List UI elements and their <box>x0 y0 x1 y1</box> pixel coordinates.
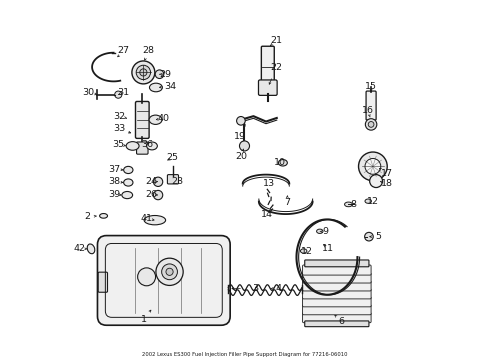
Text: 12: 12 <box>366 197 378 206</box>
Ellipse shape <box>126 141 139 150</box>
FancyBboxPatch shape <box>261 46 274 84</box>
Circle shape <box>153 190 163 200</box>
FancyBboxPatch shape <box>98 272 107 292</box>
Ellipse shape <box>100 213 107 218</box>
Ellipse shape <box>122 192 132 199</box>
Text: 13: 13 <box>262 179 274 188</box>
Circle shape <box>165 268 173 275</box>
FancyBboxPatch shape <box>136 142 148 154</box>
Text: 16: 16 <box>361 105 373 114</box>
Circle shape <box>140 69 147 76</box>
Ellipse shape <box>300 249 306 253</box>
Text: 6: 6 <box>338 317 344 326</box>
Text: 4: 4 <box>275 284 281 293</box>
Ellipse shape <box>316 229 323 233</box>
FancyBboxPatch shape <box>302 265 370 275</box>
Text: 24: 24 <box>145 176 157 185</box>
FancyBboxPatch shape <box>258 80 277 95</box>
Circle shape <box>132 61 155 84</box>
FancyBboxPatch shape <box>302 312 370 323</box>
Text: 23: 23 <box>171 176 183 185</box>
Text: 11: 11 <box>322 244 333 253</box>
FancyBboxPatch shape <box>304 260 368 267</box>
Text: 26: 26 <box>145 190 157 199</box>
Text: 33: 33 <box>113 124 125 133</box>
Circle shape <box>239 141 249 151</box>
Ellipse shape <box>87 244 95 254</box>
Circle shape <box>137 268 155 286</box>
FancyBboxPatch shape <box>302 297 370 307</box>
Circle shape <box>136 65 150 80</box>
Text: 19: 19 <box>234 132 245 141</box>
Text: 22: 22 <box>270 63 282 72</box>
Text: 35: 35 <box>112 140 124 149</box>
Text: 25: 25 <box>166 153 179 162</box>
Text: 10: 10 <box>273 158 285 167</box>
Text: 9: 9 <box>322 228 327 237</box>
Text: 37: 37 <box>108 165 120 174</box>
Ellipse shape <box>123 166 133 174</box>
Circle shape <box>236 117 244 125</box>
Text: 2: 2 <box>84 212 91 221</box>
Text: 34: 34 <box>164 82 176 91</box>
FancyBboxPatch shape <box>302 281 370 291</box>
FancyBboxPatch shape <box>302 305 370 315</box>
Text: 3: 3 <box>252 284 258 293</box>
Circle shape <box>153 177 163 186</box>
Circle shape <box>369 175 382 188</box>
FancyBboxPatch shape <box>135 102 149 138</box>
Text: 31: 31 <box>117 87 129 96</box>
Text: 42: 42 <box>73 244 85 253</box>
Text: 30: 30 <box>81 87 94 96</box>
FancyBboxPatch shape <box>97 235 230 325</box>
Circle shape <box>115 91 122 98</box>
Circle shape <box>365 119 376 130</box>
Circle shape <box>162 264 177 280</box>
Circle shape <box>364 158 380 174</box>
Ellipse shape <box>144 216 165 225</box>
Circle shape <box>155 70 163 78</box>
Ellipse shape <box>278 159 287 166</box>
Circle shape <box>358 152 386 181</box>
Text: 7: 7 <box>283 198 289 207</box>
Text: 29: 29 <box>159 70 170 79</box>
Text: 17: 17 <box>381 169 392 178</box>
Circle shape <box>156 258 183 285</box>
Text: 40: 40 <box>157 114 169 123</box>
Ellipse shape <box>123 179 133 186</box>
Ellipse shape <box>146 142 157 150</box>
Text: 39: 39 <box>108 190 120 199</box>
Text: 1: 1 <box>141 315 147 324</box>
Text: 28: 28 <box>142 46 154 55</box>
FancyBboxPatch shape <box>304 321 368 327</box>
FancyBboxPatch shape <box>366 91 375 120</box>
Text: 21: 21 <box>270 36 282 45</box>
Ellipse shape <box>344 202 352 207</box>
FancyBboxPatch shape <box>302 289 370 299</box>
Text: 36: 36 <box>141 140 153 149</box>
Text: 8: 8 <box>349 200 355 209</box>
Text: 15: 15 <box>365 82 376 91</box>
Text: 18: 18 <box>380 179 392 188</box>
Text: 20: 20 <box>234 152 246 161</box>
Text: 38: 38 <box>108 177 120 186</box>
Text: 41: 41 <box>140 214 152 223</box>
Text: 14: 14 <box>260 210 272 219</box>
Ellipse shape <box>149 83 162 92</box>
Text: 27: 27 <box>117 46 129 55</box>
FancyBboxPatch shape <box>167 175 178 184</box>
Text: 5: 5 <box>374 232 380 241</box>
Text: 32: 32 <box>113 112 125 121</box>
Text: 2002 Lexus ES300 Fuel Injection Filler Pipe Support Diagram for 77216-06010: 2002 Lexus ES300 Fuel Injection Filler P… <box>142 352 346 357</box>
Ellipse shape <box>364 199 371 203</box>
Circle shape <box>364 232 372 241</box>
Text: 12: 12 <box>301 247 313 256</box>
Circle shape <box>367 122 373 127</box>
Ellipse shape <box>149 115 162 125</box>
FancyBboxPatch shape <box>302 273 370 283</box>
